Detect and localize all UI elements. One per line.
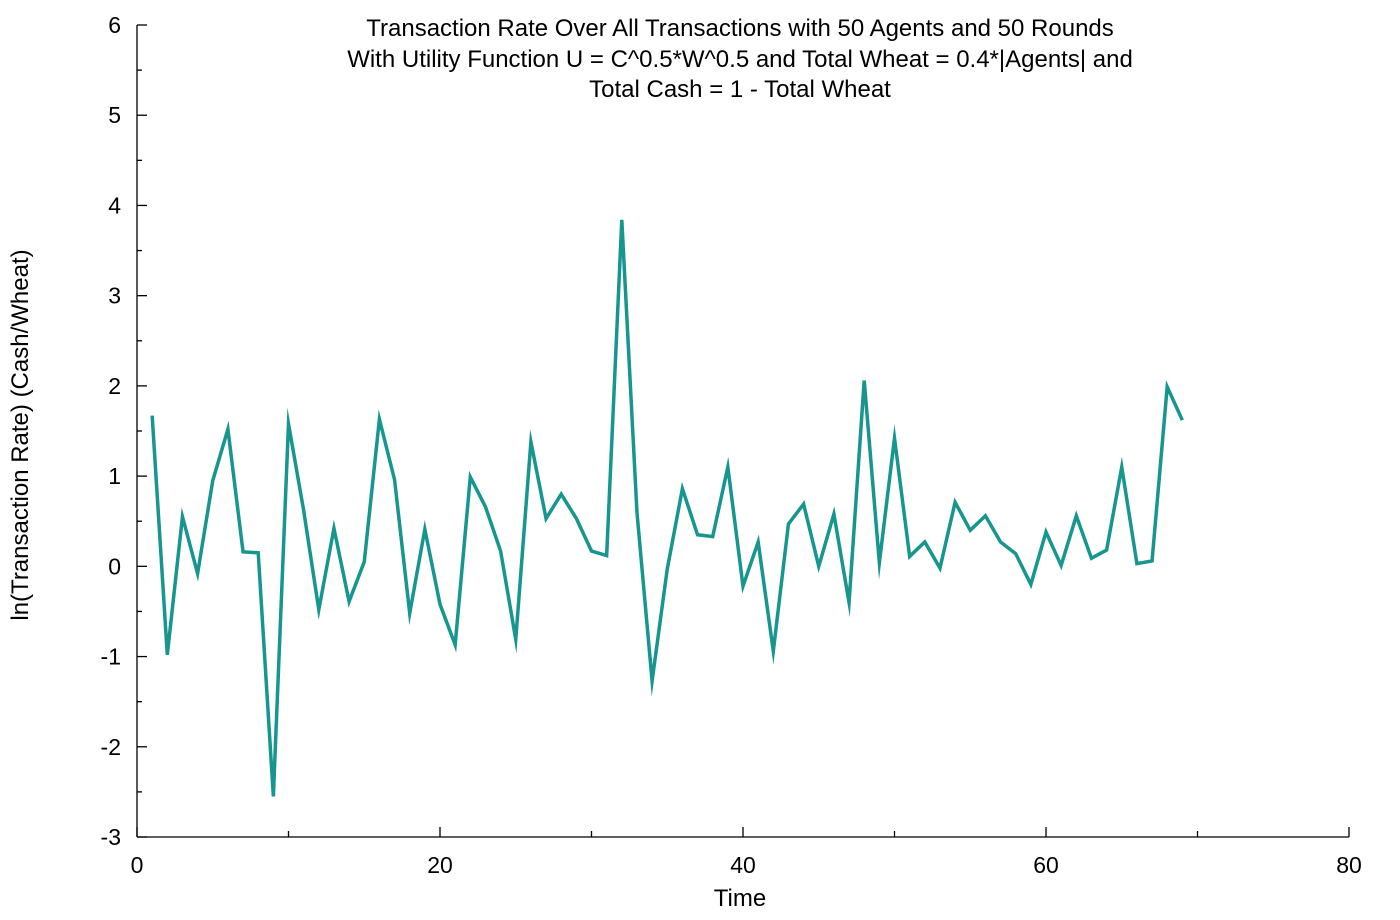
- chart-title: Transaction Rate Over All Transactions w…: [347, 15, 1133, 103]
- y-tick-label: -1: [101, 644, 121, 670]
- chart-title-line-3: Total Cash = 1 - Total Wheat: [589, 76, 891, 103]
- y-tick-label: 3: [108, 283, 121, 309]
- x-axis-label: Time: [714, 885, 766, 912]
- series-line: [150, 219, 1184, 797]
- x-tick-label: 0: [131, 852, 144, 878]
- x-axis-ticks: 0 20 40 60 80: [131, 827, 1362, 878]
- y-tick-label: 6: [108, 12, 121, 38]
- y-tick-label: 5: [108, 102, 121, 128]
- x-tick-label: 60: [1033, 852, 1059, 878]
- x-tick-label: 40: [730, 852, 756, 878]
- chart-title-line-2: With Utility Function U = C^0.5*W^0.5 an…: [347, 46, 1133, 73]
- y-tick-label: 0: [108, 553, 121, 579]
- axes: [136, 25, 1349, 838]
- plot-area: [150, 219, 1184, 797]
- y-tick-label: 4: [108, 192, 121, 218]
- chart-title-line-1: Transaction Rate Over All Transactions w…: [366, 15, 1114, 42]
- y-tick-label: 2: [108, 373, 121, 399]
- y-axis-ticks: -3 -2 -1 0 1 2 3 4 5 6: [101, 12, 147, 850]
- y-tick-label: -3: [101, 824, 121, 850]
- y-axis-label: ln(Transaction Rate) (Cash/Wheat): [7, 249, 34, 620]
- x-tick-label: 80: [1336, 852, 1362, 878]
- x-tick-label: 20: [427, 852, 453, 878]
- y-tick-label: -2: [101, 734, 121, 760]
- y-tick-label: 1: [108, 463, 121, 489]
